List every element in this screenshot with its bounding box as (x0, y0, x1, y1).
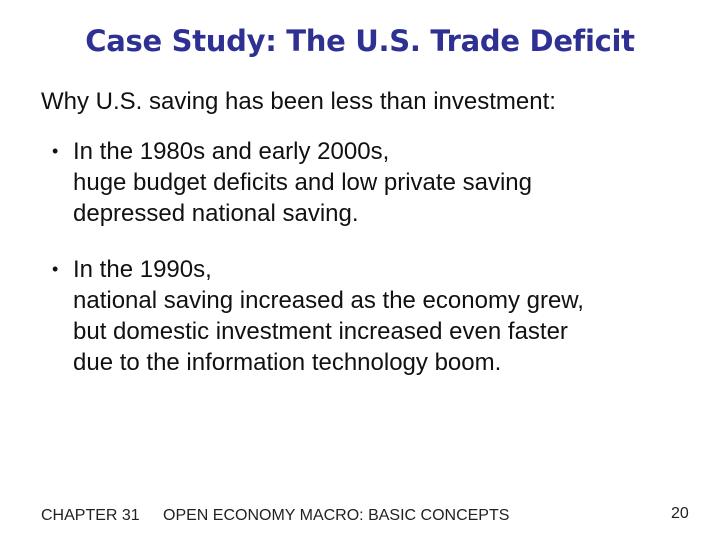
bullet-icon: • (52, 141, 59, 161)
bullet-line: In the 1980s and early 2000s, (73, 138, 390, 165)
page-number: 20 (671, 505, 689, 522)
bullet-line: huge budget deficits and low private sav… (73, 169, 532, 196)
footer-chapter: CHAPTER 31 (41, 507, 140, 524)
bullet-line: In the 1990s, (73, 256, 212, 283)
bullet-item-1980s: • In the 1980s and early 2000s, huge bud… (52, 136, 532, 229)
bullet-text: In the 1990s, national saving increased … (73, 254, 584, 378)
footer-course-title: OPEN ECONOMY MACRO: BASIC CONCEPTS (163, 507, 510, 524)
bullet-item-1990s: • In the 1990s, national saving increase… (52, 254, 584, 378)
bullet-icon: • (52, 259, 59, 279)
bullet-line: national saving increased as the economy… (73, 287, 584, 314)
bullet-line: but domestic investment increased even f… (73, 318, 568, 345)
bullet-text: In the 1980s and early 2000s, huge budge… (73, 136, 532, 229)
slide-title: Case Study: The U.S. Trade Deficit (85, 24, 635, 58)
bullet-line: due to the information technology boom. (73, 349, 502, 376)
intro-text: Why U.S. saving has been less than inves… (41, 88, 556, 115)
bullet-line: depressed national saving. (73, 200, 359, 227)
